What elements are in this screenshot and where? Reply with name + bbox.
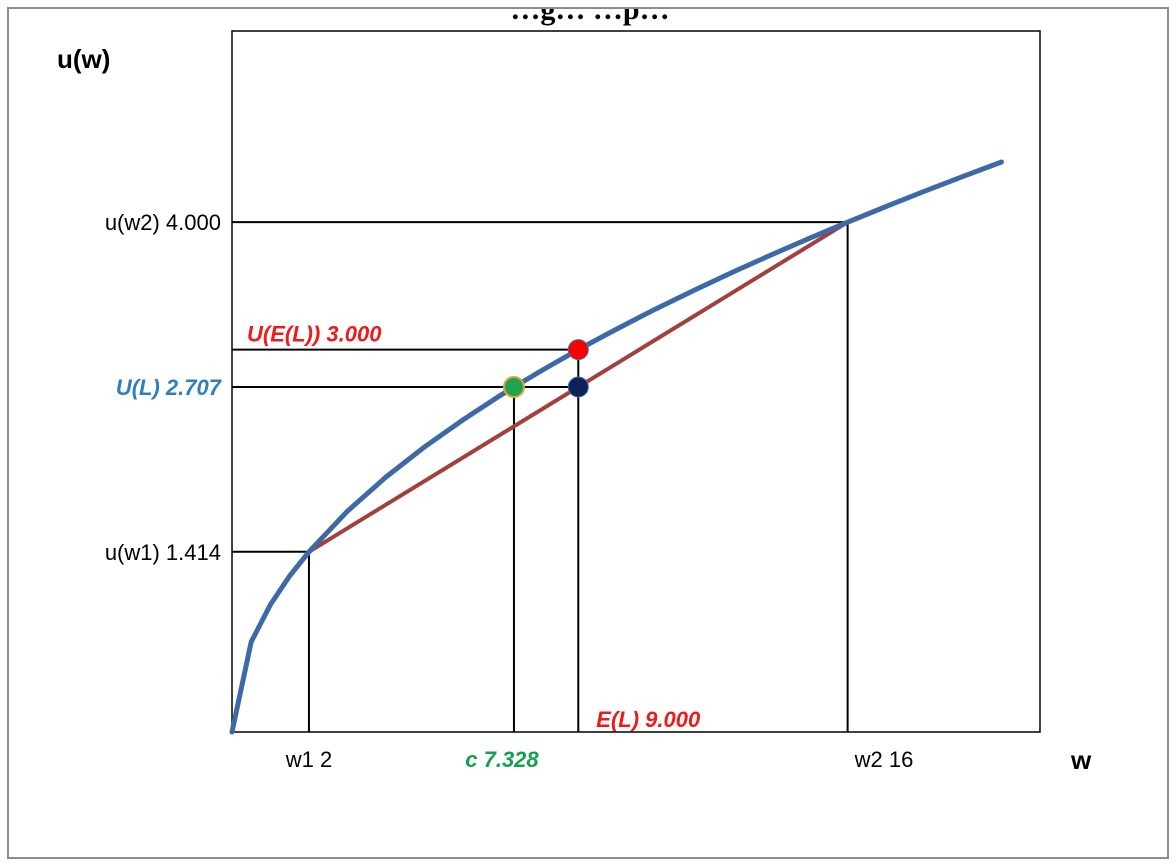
- chart-svg: u(w) w u(w1) 1.414 U(L) 2.707 U(E(L)) 3.000 u…: [57, 30, 1092, 775]
- chart-frame: …g… …p… u(w) w u(w1) 1.414 U(L) 2.707 U(E(L)…: [7, 7, 1169, 859]
- chart-title: …g… …p…: [510, 7, 670, 26]
- y-tick-label-u-w1-1-414: u(w1) 1.414: [105, 540, 221, 565]
- y-tick-label-u-w2-4-000: u(w2) 4.000: [105, 210, 221, 235]
- utility-curve: [229, 159, 1004, 735]
- x-tick-label-w2-16: w2 16: [854, 747, 914, 772]
- x-axis-title: w: [1070, 745, 1092, 775]
- point-certainty-equivalent: [502, 375, 525, 398]
- point-u-l: [567, 376, 589, 398]
- y-axis-title: u(w): [57, 44, 110, 74]
- x-tick-label-c-7-328: c 7.328: [465, 747, 539, 772]
- plot-area-border: [231, 30, 1041, 733]
- point-u-e-l: [567, 339, 589, 361]
- y-tick-label-u-e-l-3-000: U(E(L)) 3.000: [247, 322, 382, 347]
- y-tick-label-u-l-2-707: U(L) 2.707: [116, 375, 223, 400]
- x-tick-label-w1-2: w1 2: [285, 747, 332, 772]
- x-tick-label-e-l-9-000: E(L) 9.000: [596, 707, 701, 732]
